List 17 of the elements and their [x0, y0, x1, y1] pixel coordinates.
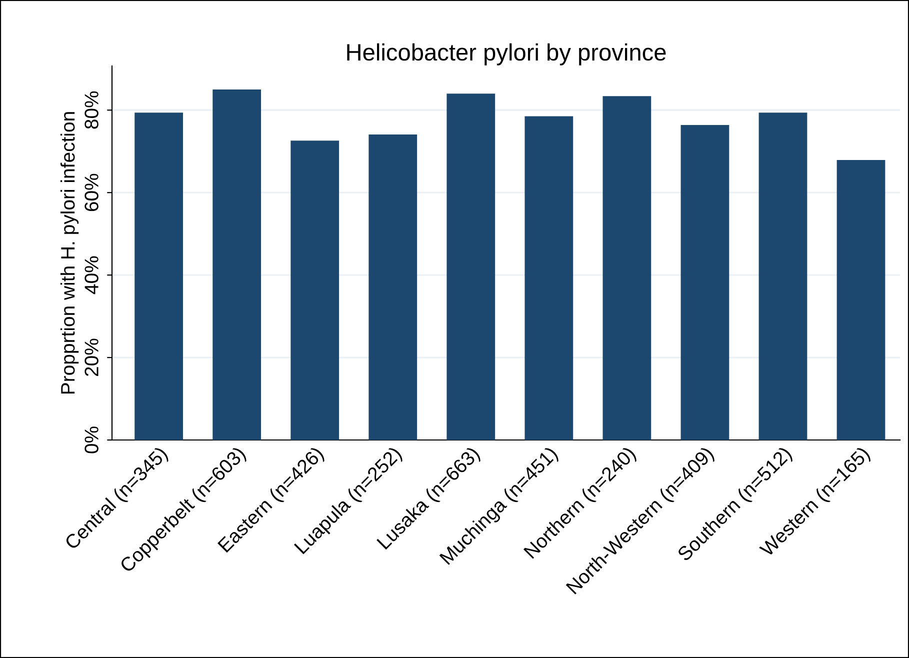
- y-tick-label: 0%: [84, 426, 98, 454]
- bar: [368, 134, 418, 440]
- bar: [680, 124, 730, 440]
- bar: [446, 94, 496, 440]
- bar: [602, 96, 652, 440]
- chart-title: Helicobacter pylori by province: [347, 43, 666, 66]
- bar: [836, 160, 886, 440]
- bar: [524, 116, 574, 440]
- y-tick-label: 20%: [84, 338, 98, 376]
- y-tick-label: 40%: [84, 256, 98, 294]
- y-tick-label: 60%: [84, 174, 98, 212]
- y-tick-label: 80%: [84, 91, 98, 129]
- bar: [212, 90, 262, 440]
- bar: [134, 112, 183, 440]
- bar: [290, 140, 340, 440]
- y-axis-title: Propprtion with H. pylori infection: [60, 112, 79, 394]
- bar: [758, 112, 808, 440]
